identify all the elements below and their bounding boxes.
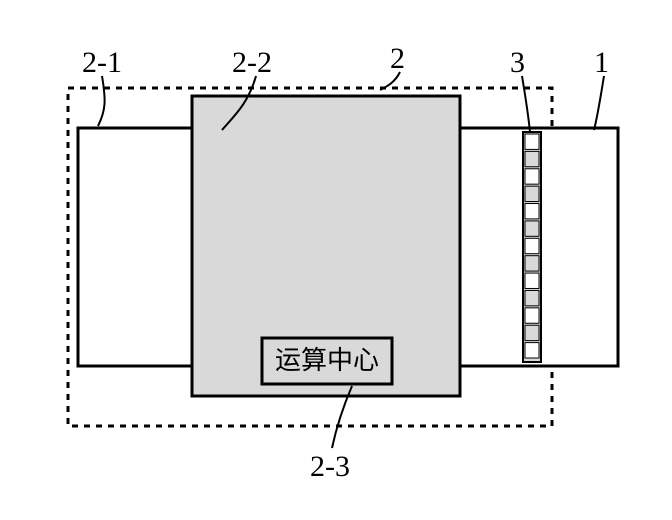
- label-1: 1: [594, 46, 609, 80]
- segmented-column: [523, 132, 541, 362]
- label-3: 3: [510, 46, 525, 80]
- label-2-1: 2-1: [82, 46, 122, 80]
- leader-2-1: [98, 76, 105, 126]
- label-2-2: 2-2: [232, 46, 272, 80]
- inner-box-label: 运算中心: [275, 346, 379, 375]
- label-2-3: 2-3: [310, 450, 350, 484]
- label-2: 2: [390, 42, 405, 76]
- leader-3: [522, 76, 530, 132]
- leader-1: [594, 76, 604, 130]
